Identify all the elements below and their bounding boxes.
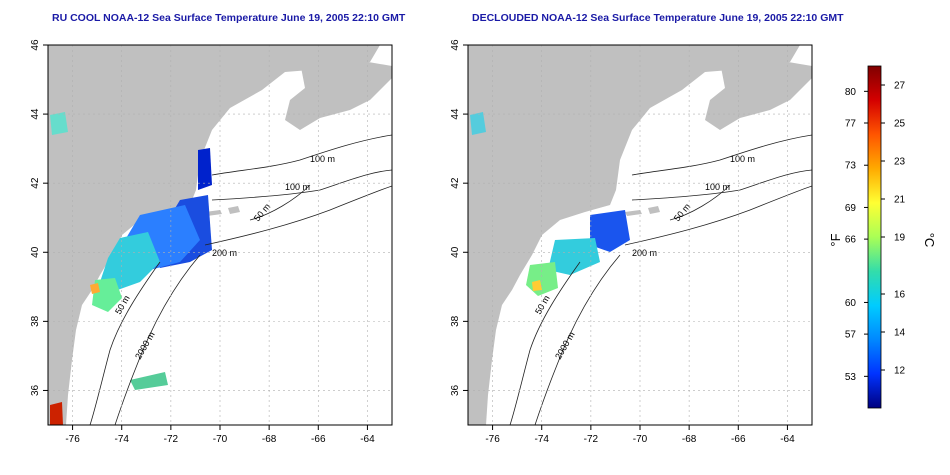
fahrenheit-tick-label: 77 bbox=[845, 119, 857, 130]
fahrenheit-tick-label: 80 bbox=[845, 87, 857, 98]
left-sst-map: 100 m 100 m 50 m 200 m 50 m 2000 m -76 -7… bbox=[30, 39, 393, 445]
sst-patch-cold bbox=[198, 148, 212, 190]
sst-data-right bbox=[470, 112, 630, 296]
fahrenheit-tick-label: 60 bbox=[845, 298, 857, 309]
contour-line bbox=[114, 254, 201, 425]
celsius-tick-label: 12 bbox=[894, 366, 906, 377]
lon-tick-label: -76 bbox=[65, 434, 80, 445]
sst-patch-cyan bbox=[100, 232, 160, 292]
contour-label: 2000 m bbox=[133, 330, 157, 361]
contour-label: 100 m bbox=[285, 182, 310, 192]
contour-line bbox=[669, 184, 731, 221]
lat-tick-label: 40 bbox=[450, 246, 461, 258]
celsius-tick-label: 23 bbox=[894, 157, 906, 168]
lat-tick-label: 46 bbox=[30, 39, 41, 51]
fahrenheit-tick-label: 57 bbox=[845, 330, 857, 341]
fahrenheit-tick-label: 66 bbox=[845, 235, 857, 246]
sst-patch-warm bbox=[90, 283, 100, 294]
celsius-tick-label: 14 bbox=[894, 328, 906, 339]
lon-tick-label: -70 bbox=[213, 434, 228, 445]
contour-line bbox=[204, 185, 392, 246]
lon-tick-label: -70 bbox=[633, 434, 648, 445]
lon-tick-label: -76 bbox=[485, 434, 500, 445]
fahrenheit-tick-label: 53 bbox=[845, 372, 857, 383]
lat-tick-label: 44 bbox=[450, 108, 461, 120]
fahrenheit-tick-label: 73 bbox=[845, 161, 857, 172]
land-peninsula bbox=[705, 58, 812, 130]
land-mass bbox=[48, 45, 380, 425]
contour-line bbox=[211, 169, 392, 201]
contour-line bbox=[631, 169, 812, 201]
contour-line bbox=[624, 185, 812, 246]
right-sst-map: 100 m 100 m 50 m 200 m 50 m 2000 m -76 -7… bbox=[450, 39, 813, 445]
contour-line bbox=[249, 184, 311, 221]
celsius-tick-label: 21 bbox=[894, 195, 906, 206]
contour-line bbox=[534, 254, 621, 425]
lat-tick-label: 44 bbox=[30, 108, 41, 120]
sst-patch-blue bbox=[590, 210, 630, 252]
temperature-colorbar: 27 25 23 21 19 16 14 12 80 77 73 69 66 60 57 53 °F °C bbox=[828, 65, 937, 409]
contour-label: 200 m bbox=[212, 248, 237, 258]
lat-tick-label: 46 bbox=[450, 39, 461, 51]
fahrenheit-tick-label: 69 bbox=[845, 203, 857, 214]
contour-line bbox=[509, 261, 581, 425]
sst-patch-cyan bbox=[548, 238, 600, 275]
lon-tick-label: -68 bbox=[262, 434, 277, 445]
sst-patch-warm bbox=[532, 280, 542, 291]
celsius-tick-label: 25 bbox=[894, 119, 906, 130]
lat-tick-label: 38 bbox=[450, 315, 461, 327]
lon-tick-label: -64 bbox=[780, 434, 795, 445]
sst-patch-scatter bbox=[470, 112, 486, 135]
contour-line bbox=[631, 134, 812, 176]
celsius-tick-label: 16 bbox=[894, 290, 906, 301]
lat-tick-label: 42 bbox=[450, 177, 461, 189]
lon-tick-label: -66 bbox=[311, 434, 326, 445]
celsius-tick-label: 27 bbox=[894, 81, 906, 92]
contour-label: 50 m bbox=[533, 294, 552, 316]
lon-tick-label: -66 bbox=[731, 434, 746, 445]
colorbar-gradient bbox=[867, 65, 882, 409]
contour-line bbox=[89, 261, 161, 425]
axis-ticks-right: -76 -74 -72 -70 -68 -66 -64 46 44 42 40 38 36 bbox=[450, 39, 795, 445]
lat-tick-label: 36 bbox=[30, 384, 41, 396]
contour-label: 2000 m bbox=[553, 330, 577, 361]
sst-patch-scatter bbox=[50, 402, 63, 425]
lat-tick-label: 40 bbox=[30, 246, 41, 258]
land-island bbox=[228, 206, 240, 214]
land-island bbox=[648, 206, 660, 214]
land-island bbox=[625, 210, 642, 216]
axis-ticks-left: -76 -74 -72 -70 -68 -66 -64 46 44 42 40 38 36 bbox=[30, 39, 375, 445]
lat-tick-label: 38 bbox=[30, 315, 41, 327]
left-map-title: RU COOL NOAA-12 Sea Surface Temperature … bbox=[52, 12, 406, 24]
lat-tick-label: 42 bbox=[30, 177, 41, 189]
contour-label: 100 m bbox=[730, 154, 755, 164]
colorbar-ticks: 27 25 23 21 19 16 14 12 80 77 73 69 66 60 57 53 bbox=[845, 81, 906, 383]
sst-patch-scatter bbox=[130, 372, 168, 390]
lon-tick-label: -74 bbox=[114, 434, 129, 445]
contour-label: 100 m bbox=[705, 182, 730, 192]
lon-tick-label: -74 bbox=[534, 434, 549, 445]
celsius-axis-label: °C bbox=[922, 233, 937, 248]
sst-patch-scatter bbox=[50, 112, 68, 135]
lon-tick-label: -68 bbox=[682, 434, 697, 445]
land-peninsula bbox=[285, 58, 392, 130]
lon-tick-label: -64 bbox=[360, 434, 375, 445]
right-map-title: DECLOUDED NOAA-12 Sea Surface Temperatur… bbox=[472, 12, 844, 24]
contour-line bbox=[211, 134, 392, 176]
contour-lines-right bbox=[509, 134, 812, 425]
lon-tick-label: -72 bbox=[164, 434, 179, 445]
sst-data-left bbox=[50, 112, 212, 425]
lon-tick-label: -72 bbox=[584, 434, 599, 445]
contour-label: 100 m bbox=[310, 154, 335, 164]
contour-label: 200 m bbox=[632, 248, 657, 258]
contour-lines-left bbox=[89, 134, 392, 425]
land-mass bbox=[468, 45, 800, 425]
celsius-tick-label: 19 bbox=[894, 233, 906, 244]
lat-tick-label: 36 bbox=[450, 384, 461, 396]
sst-patch-green bbox=[92, 278, 122, 312]
fahrenheit-axis-label: °F bbox=[828, 233, 843, 246]
